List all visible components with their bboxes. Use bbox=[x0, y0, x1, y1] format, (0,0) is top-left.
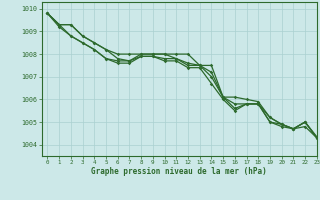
X-axis label: Graphe pression niveau de la mer (hPa): Graphe pression niveau de la mer (hPa) bbox=[91, 167, 267, 176]
